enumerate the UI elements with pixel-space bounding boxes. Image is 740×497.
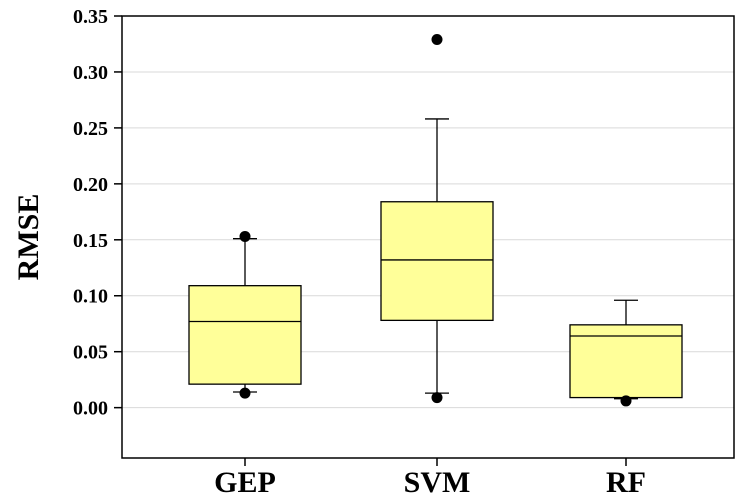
y-axis-title: RMSE (12, 194, 45, 281)
outlier-point (239, 230, 251, 242)
box-gep (188, 230, 302, 399)
outlier-point (431, 33, 443, 45)
box-rf (569, 299, 683, 407)
boxes (188, 33, 683, 407)
plot-frame (121, 15, 735, 459)
y-tick-label: 0.00 (73, 398, 108, 420)
outlier-point (239, 387, 251, 399)
box-svm (380, 33, 494, 404)
x-tick-label: RF (606, 466, 646, 497)
y-tick-label: 0.10 (73, 286, 108, 308)
x-tick-label: SVM (404, 466, 471, 497)
y-tick-label: 0.05 (73, 342, 108, 364)
box-iqr (188, 285, 302, 385)
y-tick-label: 0.20 (73, 174, 108, 196)
y-tick-label: 0.15 (73, 230, 108, 252)
box-iqr (380, 201, 494, 322)
outlier-point (431, 392, 443, 404)
y-ticks: 0.00 0.05 0.10 0.15 0.20 0.25 0.30 0.35 (73, 6, 122, 420)
y-tick-label: 0.25 (73, 118, 108, 140)
y-tick-label: 0.35 (73, 6, 108, 28)
outlier-point (620, 395, 632, 407)
x-ticks: GEP SVM RF (214, 458, 646, 497)
y-tick-label: 0.30 (73, 62, 108, 84)
x-tick-label: GEP (214, 466, 276, 497)
